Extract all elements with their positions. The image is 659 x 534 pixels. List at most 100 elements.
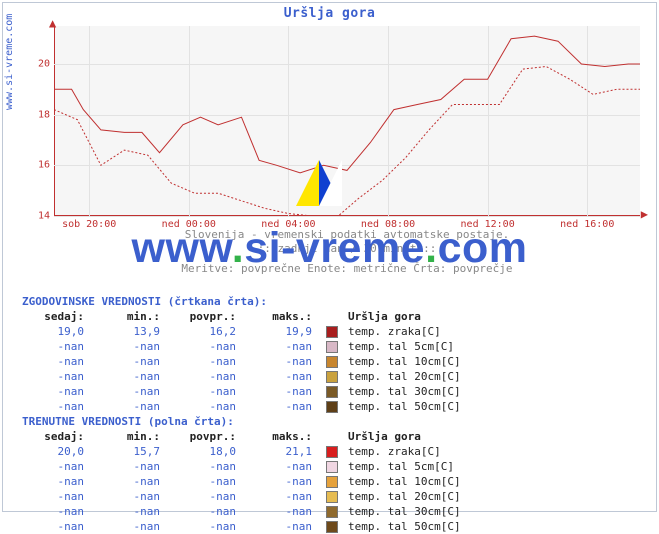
legend-swatch <box>326 401 338 413</box>
col-header: maks.: <box>250 309 326 324</box>
table-row: -nan-nan-nan-nantemp. tal 50cm[C] <box>22 519 461 534</box>
cell-value: -nan <box>22 489 98 504</box>
y-tick: 20 <box>28 59 50 70</box>
col-header: sedaj: <box>22 429 98 444</box>
table-row: -nan-nan-nan-nantemp. tal 10cm[C] <box>22 354 461 369</box>
chart-lines <box>54 26 640 216</box>
cell-value: -nan <box>22 504 98 519</box>
cell-value: -nan <box>174 504 250 519</box>
cell-value: 15,7 <box>98 444 174 459</box>
table-row: -nan-nan-nan-nantemp. tal 30cm[C] <box>22 384 461 399</box>
chart-caption: Slovenija - vremenski podatki avtomatske… <box>54 222 640 276</box>
caption-line: Meritve: povprečne Enote: metrične Črta:… <box>54 262 640 276</box>
legend-label: temp. tal 30cm[C] <box>342 384 461 399</box>
cell-value: -nan <box>250 474 326 489</box>
cell-value: -nan <box>22 369 98 384</box>
cell-value: 19,9 <box>250 324 326 339</box>
cell-value: -nan <box>250 489 326 504</box>
legend-swatch <box>326 341 338 353</box>
legend-swatch <box>326 521 338 533</box>
cell-value: -nan <box>174 474 250 489</box>
legend-label: temp. tal 10cm[C] <box>342 354 461 369</box>
table-row: 19,013,916,219,9temp. zraka[C] <box>22 324 461 339</box>
table-row: -nan-nan-nan-nantemp. tal 5cm[C] <box>22 339 461 354</box>
legend-label: temp. tal 10cm[C] <box>342 474 461 489</box>
cell-value: -nan <box>22 399 98 414</box>
table-row: -nan-nan-nan-nantemp. tal 10cm[C] <box>22 474 461 489</box>
cell-value: 18,0 <box>174 444 250 459</box>
legend-swatch <box>326 506 338 518</box>
legend-swatch <box>326 461 338 473</box>
col-header: min.: <box>98 309 174 324</box>
series-zgodovinske <box>54 67 640 217</box>
cell-value: -nan <box>250 504 326 519</box>
legend-swatch <box>326 326 338 338</box>
table-row: -nan-nan-nan-nantemp. tal 5cm[C] <box>22 459 461 474</box>
cell-value: -nan <box>250 399 326 414</box>
legend-swatch <box>326 446 338 458</box>
legend-swatch <box>326 491 338 503</box>
table-row: -nan-nan-nan-nantemp. tal 30cm[C] <box>22 504 461 519</box>
cell-value: -nan <box>98 339 174 354</box>
y-arrow-icon: ▲ <box>49 16 56 30</box>
cell-value: 19,0 <box>22 324 98 339</box>
cell-value: -nan <box>22 459 98 474</box>
table-row: -nan-nan-nan-nantemp. tal 50cm[C] <box>22 399 461 414</box>
cell-value: -nan <box>22 339 98 354</box>
caption-line: Slovenija - vremenski podatki avtomatske… <box>54 228 640 242</box>
cell-value: -nan <box>98 459 174 474</box>
col-header: povpr.: <box>174 429 250 444</box>
y-tick: 18 <box>28 109 50 120</box>
cell-value: 16,2 <box>174 324 250 339</box>
legend-label: temp. zraka[C] <box>342 444 461 459</box>
cell-value: -nan <box>98 399 174 414</box>
legend-swatch <box>326 356 338 368</box>
y-tick: 16 <box>28 160 50 171</box>
data-tables: ZGODOVINSKE VREDNOSTI (črtkana črta):sed… <box>22 294 645 534</box>
cell-value: -nan <box>22 474 98 489</box>
section-title: TRENUTNE VREDNOSTI (polna črta): <box>22 414 461 429</box>
cell-value: 21,1 <box>250 444 326 459</box>
cell-value: -nan <box>250 459 326 474</box>
cell-value: -nan <box>98 489 174 504</box>
legend-label: temp. tal 20cm[C] <box>342 369 461 384</box>
col-header: maks.: <box>250 429 326 444</box>
cell-value: -nan <box>22 519 98 534</box>
col-header: sedaj: <box>22 309 98 324</box>
caption-line: :: zadnji dan / 30 minut :: <box>54 242 640 256</box>
cell-value: -nan <box>22 384 98 399</box>
chart-area: 14161820sob 20:00ned 00:00ned 04:00ned 0… <box>54 26 640 216</box>
legend-label: temp. tal 20cm[C] <box>342 489 461 504</box>
cell-value: -nan <box>98 474 174 489</box>
col-header: povpr.: <box>174 309 250 324</box>
col-header: min.: <box>98 429 174 444</box>
legend-label: temp. tal 5cm[C] <box>342 459 461 474</box>
cell-value: -nan <box>174 519 250 534</box>
x-arrow-icon: ▶ <box>641 207 648 221</box>
legend-swatch <box>326 371 338 383</box>
legend-label: temp. tal 30cm[C] <box>342 504 461 519</box>
legend-label: temp. zraka[C] <box>342 324 461 339</box>
table-row: -nan-nan-nan-nantemp. tal 20cm[C] <box>22 489 461 504</box>
cell-value: -nan <box>22 354 98 369</box>
legend-label: temp. tal 50cm[C] <box>342 399 461 414</box>
cell-value: -nan <box>174 339 250 354</box>
cell-value: -nan <box>250 354 326 369</box>
legend-label: temp. tal 5cm[C] <box>342 339 461 354</box>
cell-value: -nan <box>250 519 326 534</box>
cell-value: -nan <box>98 354 174 369</box>
table-row: 20,015,718,021,1 temp. zraka[C] <box>22 444 461 459</box>
cell-value: 20,0 <box>22 444 98 459</box>
station-name: Uršlja gora <box>342 429 461 444</box>
legend-swatch <box>326 476 338 488</box>
site-label: www.si-vreme.com <box>4 14 15 110</box>
cell-value: -nan <box>250 384 326 399</box>
cell-value: -nan <box>250 369 326 384</box>
cell-value: -nan <box>98 519 174 534</box>
cell-value: -nan <box>250 339 326 354</box>
table-row: -nan-nan-nan-nantemp. tal 20cm[C] <box>22 369 461 384</box>
station-name: Uršlja gora <box>342 309 461 324</box>
cell-value: -nan <box>174 489 250 504</box>
cell-value: -nan <box>98 384 174 399</box>
cell-value: -nan <box>174 459 250 474</box>
